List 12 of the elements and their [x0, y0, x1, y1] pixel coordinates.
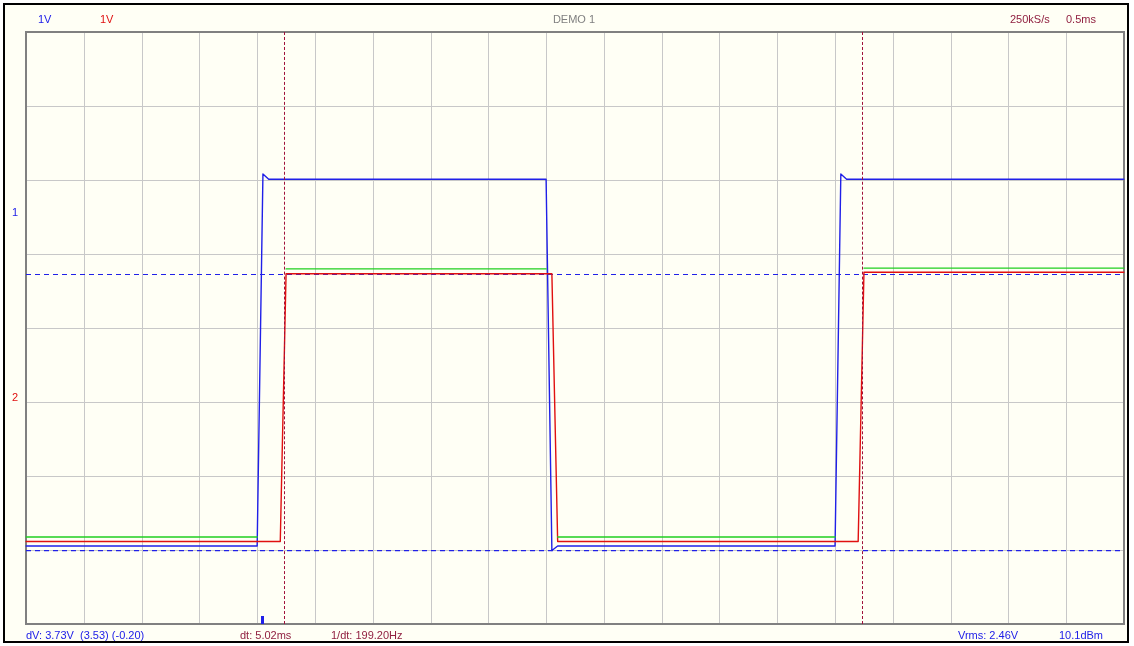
text: Vrms: 2.46V	[958, 629, 1019, 642]
text: 250kS/s	[1010, 13, 1051, 26]
text: dt: 5.02ms	[240, 629, 292, 642]
text: 1V	[38, 13, 53, 26]
text: 0.5ms	[1066, 13, 1097, 26]
text: 1	[11, 206, 19, 219]
text: 10.1dBm	[1059, 629, 1104, 642]
text: DEMO 1	[552, 13, 596, 26]
text: 2	[11, 391, 19, 404]
text: 1V	[100, 13, 115, 26]
text: 1/dt: 199.20Hz	[331, 629, 403, 642]
text: dV: 3.73V (3.53) (-0.20)	[26, 629, 145, 642]
